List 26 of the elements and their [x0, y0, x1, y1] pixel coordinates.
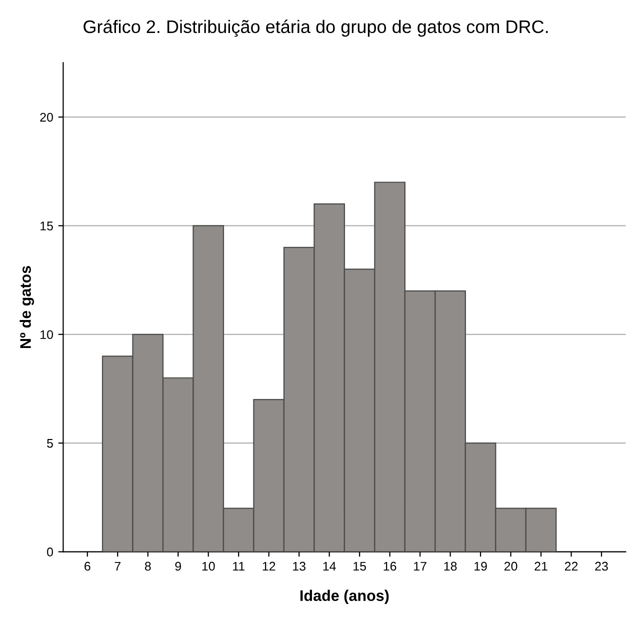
x-tick-label: 13 [293, 562, 306, 571]
y-tick-label: 0 [47, 548, 53, 556]
x-tick-label: 6 [84, 562, 90, 571]
x-tick-label: 22 [564, 562, 578, 571]
x-tick-label: 18 [444, 562, 457, 571]
x-tick-label: 23 [595, 562, 608, 571]
y-axis-title: Nº de gatos [20, 266, 34, 348]
chart-title: Gráfico 2. Distribuição etária do grupo de gatos com DRC. [84, 20, 548, 37]
x-tick-label: 12 [262, 562, 276, 571]
x-tick-label: 21 [534, 562, 548, 571]
x-tick-label: 15 [354, 562, 366, 571]
x-tick-label: 14 [323, 562, 336, 571]
x-tick-label: 7 [114, 562, 120, 571]
x-tick-label: 10 [202, 562, 215, 571]
x-axis-title: Idade (anos) [300, 590, 389, 604]
y-tick-label: 5 [47, 439, 53, 448]
x-tick-label: 20 [504, 562, 518, 571]
x-tick-label: 16 [384, 562, 396, 571]
x-tick-label: 19 [474, 562, 487, 571]
y-tick-label: 20 [40, 112, 53, 122]
y-tick-label: 15 [40, 222, 53, 230]
x-tick-label: 11 [233, 562, 244, 571]
x-tick-label: 9 [175, 562, 181, 571]
x-tick-label: 17 [414, 562, 426, 571]
x-tick-label: 8 [144, 562, 151, 571]
y-tick-label: 10 [40, 330, 53, 340]
